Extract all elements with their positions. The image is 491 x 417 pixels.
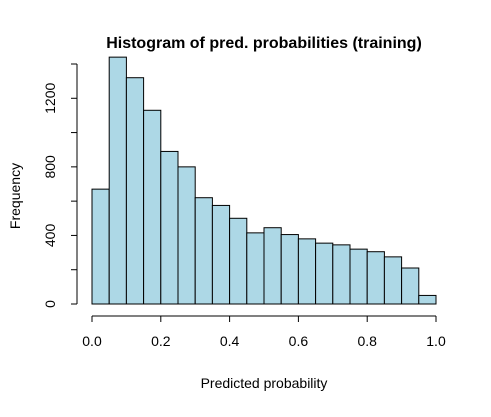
histogram-bar	[297, 238, 317, 305]
histogram-bar	[332, 244, 351, 305]
x-tick-label: 1.0	[426, 333, 446, 349]
y-tick-label: 1200	[42, 83, 58, 114]
histogram-bar	[280, 234, 299, 305]
histogram-bars	[91, 56, 437, 305]
histogram-bar	[211, 204, 231, 305]
histogram-bar	[160, 150, 179, 305]
histogram-bar	[125, 77, 145, 305]
x-tick-label: 0.4	[220, 333, 240, 349]
x-tick-label: 0.6	[289, 333, 309, 349]
histogram-bar	[418, 294, 437, 305]
x-tick-label: 0.2	[151, 333, 171, 349]
histogram-bar	[401, 267, 420, 305]
y-tick-label: 0	[42, 300, 58, 308]
histogram-bar	[366, 251, 385, 305]
histogram-bar	[315, 242, 334, 305]
histogram-bar	[194, 197, 213, 305]
y-tick-label: 400	[42, 224, 58, 248]
histogram-bar	[229, 217, 248, 305]
y-tick-label: 800	[42, 155, 58, 179]
x-axis-label: Predicted probability	[201, 375, 328, 391]
x-tick-label: 0.0	[82, 333, 102, 349]
histogram-bar	[263, 227, 282, 305]
histogram-bar	[349, 248, 368, 305]
histogram-bar	[143, 109, 162, 305]
x-axis: 0.0 0.2 0.4 0.6 0.8 1.0	[82, 315, 446, 349]
chart-title: Histogram of pred. probabilities (traini…	[106, 35, 422, 52]
histogram-bar	[91, 188, 110, 305]
histogram-bar	[383, 256, 403, 305]
histogram-bar	[177, 166, 196, 305]
y-axis-label: Frequency	[7, 163, 23, 229]
x-tick-label: 0.8	[357, 333, 377, 349]
histogram-bar	[246, 232, 265, 305]
histogram-bar	[108, 56, 127, 305]
y-axis: 0 400 800 1200	[42, 63, 78, 308]
